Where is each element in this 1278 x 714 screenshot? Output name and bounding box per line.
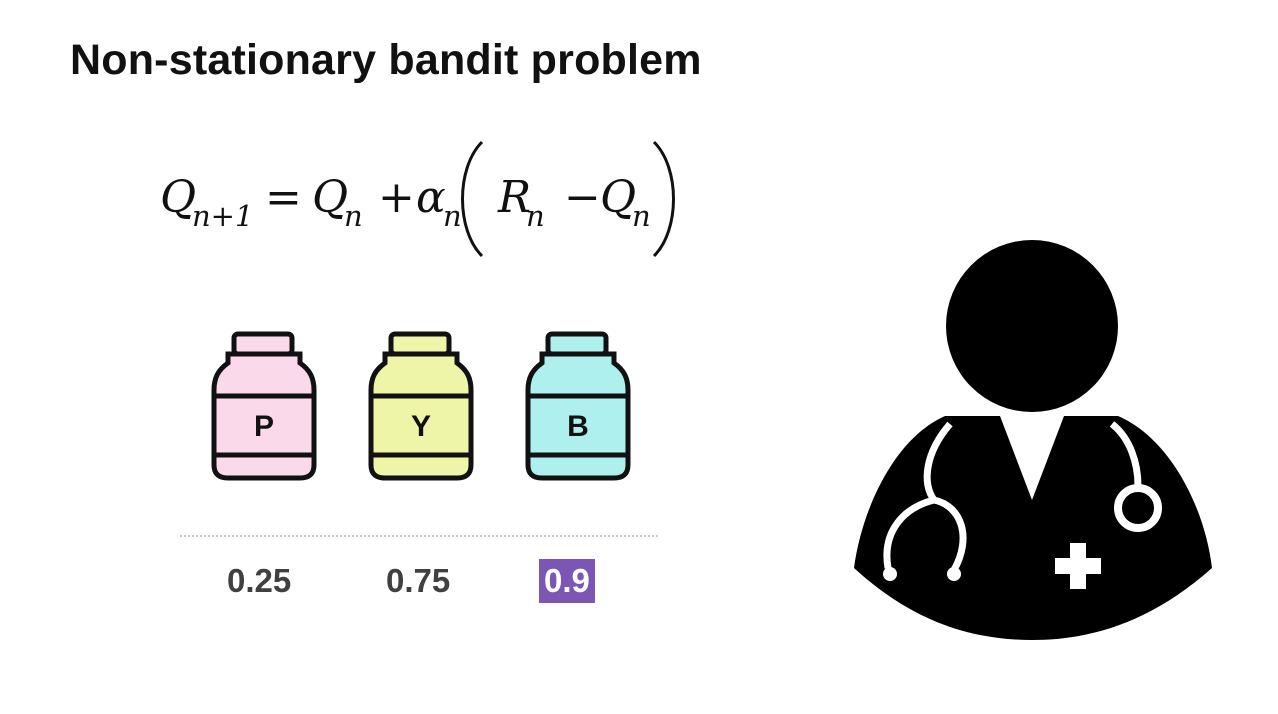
medicine-bottle-icon: B — [525, 331, 631, 481]
eq-left-paren — [461, 140, 484, 258]
dotted-divider — [180, 535, 658, 537]
eq-plus: + — [378, 172, 415, 223]
bottle-label: P — [254, 410, 274, 443]
eq-term1-subscript: n — [344, 199, 363, 233]
medicine-bottle-y: Y — [367, 330, 477, 482]
medicine-bottle-icon: P — [211, 331, 317, 481]
eq-reward-symbol: R — [497, 172, 531, 223]
probability-b-highlighted: 0.9 — [539, 559, 595, 603]
eq-term1-symbol: Q — [312, 172, 348, 223]
slide-title: Non-stationary bandit problem — [70, 36, 702, 84]
eq-right-paren — [652, 140, 675, 258]
probability-p: 0.25 — [227, 562, 292, 599]
doctor-with-stethoscope-icon — [854, 240, 1212, 640]
eq-term2-subscript: n — [632, 199, 651, 233]
bottle-label: B — [567, 410, 589, 443]
eq-reward-subscript: n — [526, 199, 545, 233]
medicine-bottle-p: P — [210, 330, 320, 482]
update-rule-equation: Q n+1 = Q n + α n R n − Q n — [160, 140, 700, 270]
doctor-figure — [850, 238, 1220, 648]
probability-y: 0.75 — [386, 562, 451, 599]
eq-alpha-symbol: α — [416, 172, 446, 223]
eq-alpha-subscript: n — [443, 199, 462, 233]
eq-lhs-symbol: Q — [160, 172, 196, 223]
eq-lhs-subscript: n+1 — [192, 199, 253, 233]
medicine-bottle-icon: Y — [368, 331, 474, 481]
bottle-label: Y — [411, 410, 431, 443]
eq-term2-symbol: Q — [600, 172, 636, 223]
eq-minus: − — [564, 172, 601, 223]
medicine-bottle-b: B — [524, 330, 634, 482]
eq-equals: = — [265, 172, 302, 223]
